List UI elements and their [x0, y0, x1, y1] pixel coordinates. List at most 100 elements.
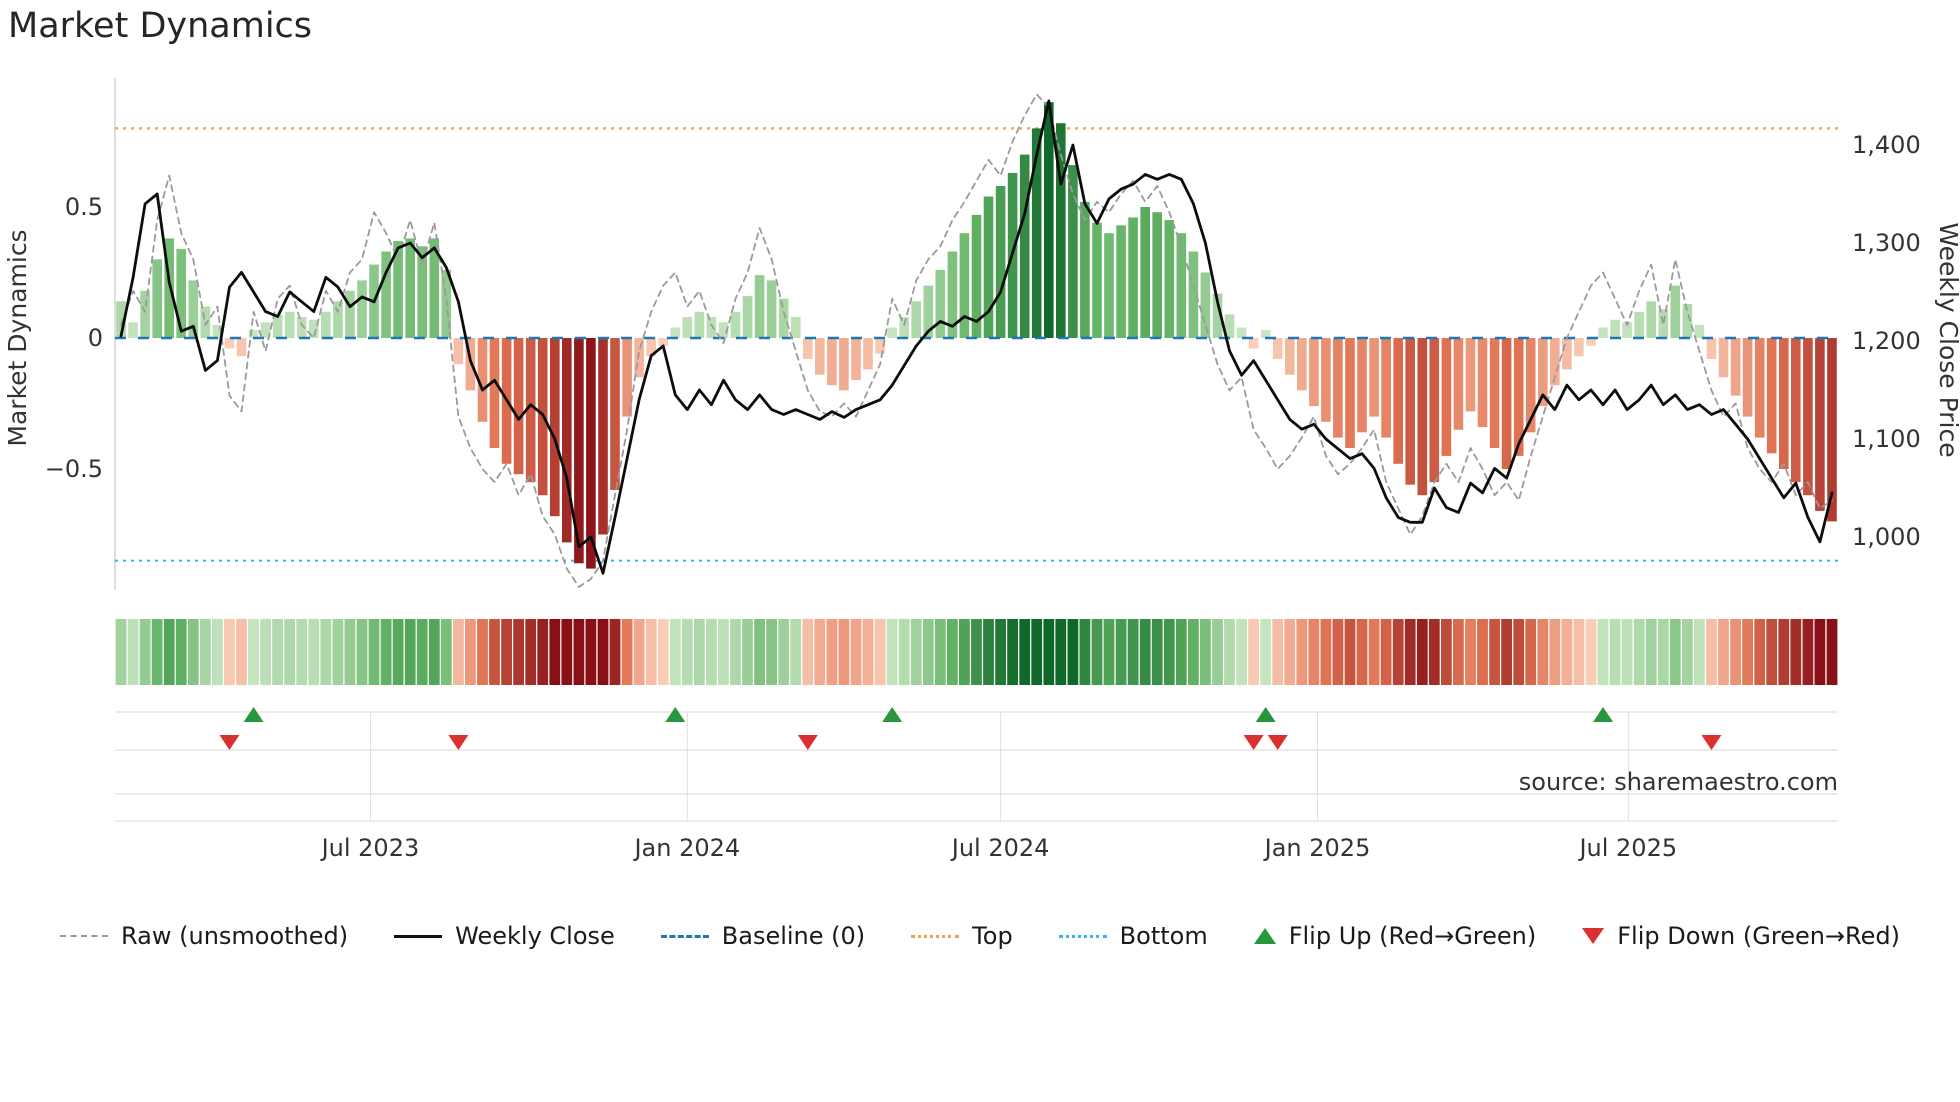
heatmap-cell	[525, 619, 537, 685]
oscillator-bar	[1586, 338, 1596, 346]
oscillator-bar	[995, 186, 1006, 338]
heatmap-cell	[1525, 619, 1537, 685]
heatmap-cell	[742, 619, 753, 685]
heatmap-cell	[1007, 619, 1018, 685]
heatmap-cell	[296, 619, 308, 685]
oscillator-bar	[887, 327, 897, 338]
legend-item-baseline: Baseline (0)	[660, 922, 865, 950]
oscillator-bar	[1730, 338, 1741, 396]
oscillator-bar	[1646, 301, 1656, 338]
oscillator-bar	[815, 338, 825, 375]
oscillator-bar	[766, 280, 777, 338]
heatmap-cell	[344, 619, 356, 685]
heatmap-cell	[573, 619, 585, 685]
heatmap-cell	[1826, 619, 1838, 685]
heatmap-cell	[115, 619, 127, 685]
oscillator-bar	[1333, 338, 1343, 438]
oscillator-bar	[453, 338, 464, 365]
oscillator-bar	[1285, 338, 1295, 375]
heatmap-cell	[1814, 619, 1826, 685]
heatmap-cell	[874, 619, 886, 685]
legend-item-top: Top	[911, 922, 1013, 950]
legend-label-bottom: Bottom	[1119, 922, 1208, 950]
oscillator-bar	[682, 317, 693, 338]
oscillator-bar	[1345, 338, 1355, 448]
oscillator-bar	[1706, 338, 1717, 359]
oscillator-bar	[1393, 338, 1403, 464]
heatmap-cell	[272, 619, 283, 685]
oscillator-bar	[670, 327, 681, 338]
heatmap-cell	[1561, 619, 1573, 685]
heatmap-cell	[1706, 619, 1717, 685]
heatmap-cell	[1127, 619, 1139, 685]
oscillator-bar	[1357, 338, 1367, 433]
heatmap-cell	[1356, 619, 1368, 685]
oscillator-bar	[1248, 338, 1259, 349]
legend-label-top: Top	[972, 922, 1013, 950]
heatmap-cell	[1585, 619, 1597, 685]
heatmap-cell	[1730, 619, 1741, 685]
heatmap-cell	[862, 619, 874, 685]
heatmap-cell	[1609, 619, 1621, 685]
oscillator-bar	[1742, 338, 1753, 417]
legend-label-flip-up: Flip Up (Red→Green)	[1288, 922, 1537, 950]
flip-down-marker-icon	[1243, 735, 1264, 750]
oscillator-bar	[381, 251, 391, 338]
bottom-line-swatch-icon	[1058, 934, 1107, 938]
heatmap-cell	[212, 619, 223, 685]
flip-up-marker-icon	[243, 707, 264, 722]
oscillator-bar	[1779, 338, 1789, 469]
oscillator-bar	[333, 301, 343, 338]
oscillator-bar	[1489, 338, 1500, 448]
oscillator-bar	[393, 241, 403, 338]
oscillator-bar	[489, 338, 500, 448]
heatmap-cell	[453, 619, 464, 685]
oscillator-bar	[1827, 338, 1837, 522]
heatmap-cell	[1284, 619, 1296, 685]
oscillator-bar	[200, 306, 211, 338]
heatmap-cell	[513, 619, 524, 685]
oscillator-bar	[658, 338, 668, 346]
heatmap-cell	[1175, 619, 1187, 685]
left-axis-label: Market Dynamics	[3, 229, 32, 446]
oscillator-bar	[140, 290, 150, 338]
oscillator-bar	[983, 196, 994, 338]
legend-label-flip-down: Flip Down (Green→Red)	[1617, 922, 1900, 950]
heatmap-cell	[1043, 619, 1055, 685]
flip-up-marker-icon	[665, 707, 686, 722]
heatmap-cell	[477, 619, 488, 685]
flip-down-marker-icon	[219, 735, 240, 750]
oscillator-bar	[236, 338, 247, 357]
heatmap-cell	[1549, 619, 1561, 685]
heatmap-cell	[1790, 619, 1802, 685]
heatmap-cell	[1416, 619, 1428, 685]
heatmap-cell	[199, 619, 211, 685]
top-line-swatch-icon	[911, 934, 960, 938]
oscillator-bar	[309, 319, 319, 338]
oscillator-bar	[188, 280, 199, 338]
source-credit: source: sharemaestro.com	[1519, 768, 1838, 796]
oscillator-bar	[260, 322, 271, 338]
heatmap-cell	[416, 619, 428, 685]
oscillator-bar	[1080, 201, 1090, 338]
oscillator-bar	[899, 317, 909, 338]
oscillator-bar	[224, 338, 235, 349]
oscillator-bar	[1453, 338, 1464, 430]
heatmap-cell	[332, 619, 344, 685]
heatmap-cell	[1103, 619, 1115, 685]
heatmap-cell	[1754, 619, 1766, 685]
oscillator-bar	[477, 338, 488, 422]
heatmap-cell	[1453, 619, 1464, 685]
heatmap-cell	[1573, 619, 1585, 685]
oscillator-bar	[1224, 314, 1235, 338]
oscillator-bar	[152, 259, 162, 338]
oscillator-bar	[1031, 128, 1042, 338]
heatmap-cell	[621, 619, 633, 685]
oscillator-bar	[1116, 225, 1126, 338]
oscillator-bar	[357, 280, 367, 338]
heatmap-cell	[1465, 619, 1476, 685]
heatmap-cell	[1260, 619, 1272, 685]
left-axis-tick-label: −0.5	[45, 455, 103, 483]
heatmap-cell	[657, 619, 669, 685]
oscillator-bar	[1766, 338, 1777, 454]
